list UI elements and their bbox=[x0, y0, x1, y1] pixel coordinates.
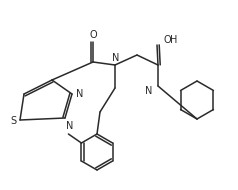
Text: O: O bbox=[163, 35, 171, 45]
Text: O: O bbox=[89, 30, 97, 40]
Text: H: H bbox=[170, 35, 178, 45]
Text: S: S bbox=[10, 116, 16, 126]
Text: N: N bbox=[66, 121, 74, 131]
Text: N: N bbox=[112, 53, 120, 63]
Text: N: N bbox=[76, 89, 84, 99]
Text: N: N bbox=[145, 86, 153, 96]
